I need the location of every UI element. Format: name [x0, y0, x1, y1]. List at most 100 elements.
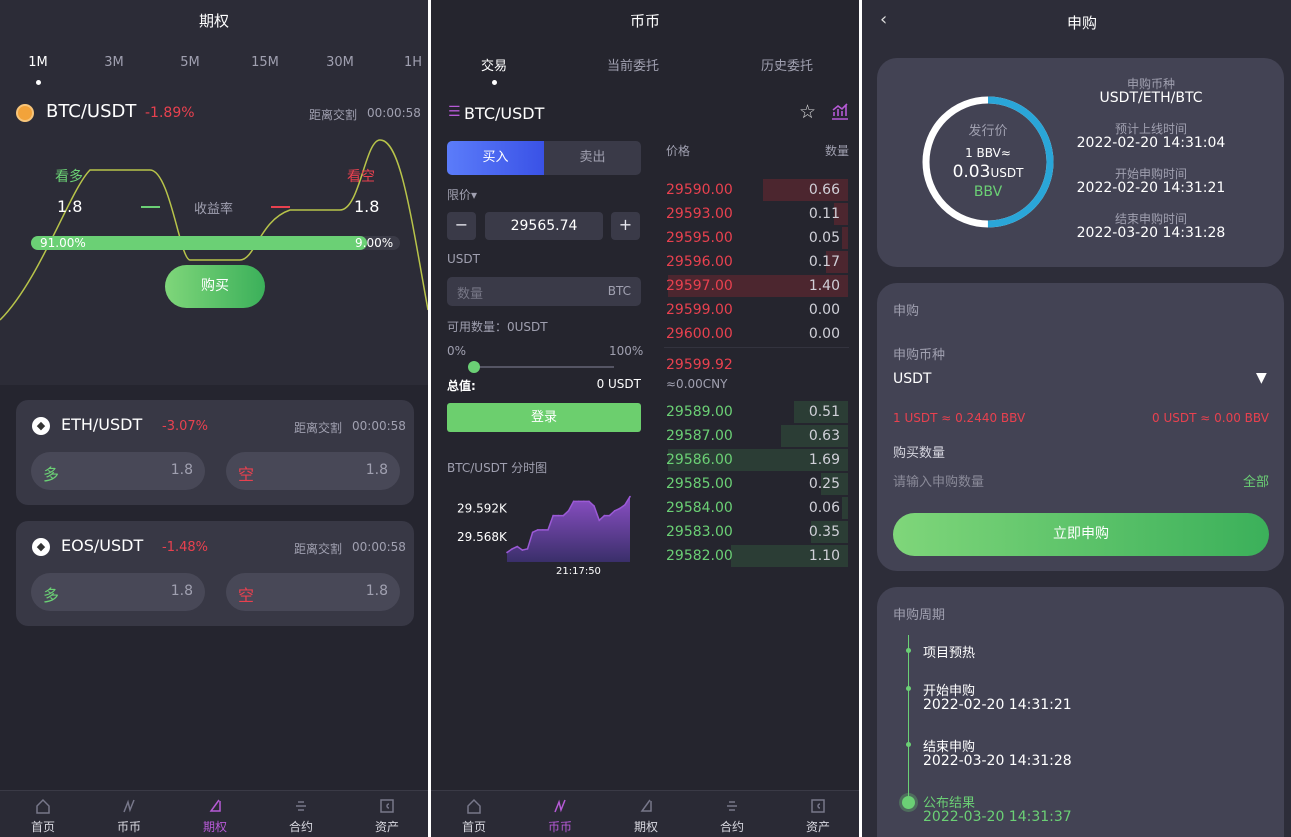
long-button[interactable]: 多 1.8 — [31, 573, 205, 611]
interval-tab-15m[interactable]: 15M — [251, 55, 279, 70]
increment-button[interactable]: + — [611, 212, 640, 240]
tab-trade[interactable]: 交易 — [480, 59, 508, 74]
interval-tab-5m[interactable]: 5M — [180, 55, 200, 70]
all-button[interactable]: 全部 — [1242, 475, 1269, 490]
qty-input[interactable]: 请输入申购数量 — [893, 475, 985, 490]
depth-bar — [810, 521, 848, 543]
info-label: 结束申购时间 — [1114, 212, 1188, 226]
book-qty: 0.00 — [808, 326, 840, 342]
interval-tab-30m[interactable]: 30M — [326, 55, 354, 70]
book-price[interactable]: 29589.00 — [666, 404, 733, 420]
long-label: 多 — [43, 465, 60, 484]
back-icon[interactable]: ‹ — [880, 9, 888, 30]
slider-handle[interactable] — [468, 361, 480, 373]
spot-screen: 币币 交易 当前委托 历史委托 ☰ BTC/USDT ☆ 买入 卖出 限价▾ −… — [431, 0, 859, 837]
nav-item-home[interactable]: 首页 — [444, 796, 504, 835]
book-price[interactable]: 29587.00 — [666, 428, 733, 444]
star-icon[interactable]: ☆ — [799, 101, 817, 123]
quantity-header: 数量 — [824, 144, 849, 158]
sell-tab[interactable]: 卖出 — [579, 150, 606, 165]
login-button[interactable]: 登录 — [447, 403, 641, 432]
nav-item-home[interactable]: 首页 — [13, 796, 73, 835]
tab-open-orders[interactable]: 当前委托 — [606, 59, 660, 74]
price-input[interactable]: 29565.74 — [485, 212, 603, 240]
chart-point — [552, 514, 554, 517]
chart-point — [526, 548, 529, 550]
nav-label: 币币 — [547, 820, 572, 834]
nav-item-assets[interactable]: 资产 — [357, 796, 417, 835]
chart-icon[interactable] — [831, 102, 849, 120]
info-value: USDT/ETH/BTC — [1099, 90, 1203, 106]
tab-order-history[interactable]: 历史委托 — [760, 59, 814, 74]
nav-item-options[interactable]: 期权 — [185, 796, 245, 835]
quantity-unit: BTC — [607, 284, 631, 298]
currency-label: 申购币种 — [893, 348, 946, 363]
short-label: 空 — [238, 465, 255, 484]
last-price-cny: ≈0.00CNY — [666, 377, 728, 391]
decrement-button[interactable]: − — [447, 212, 476, 240]
depth-bar — [841, 227, 848, 249]
rate-left: 1 USDT ≈ 0.2440 BBV — [893, 411, 1026, 425]
book-price[interactable]: 29600.00 — [666, 326, 733, 342]
short-button[interactable]: 空 1.8 — [226, 573, 400, 611]
depth-bar — [730, 545, 848, 567]
amount-slider[interactable] — [474, 366, 614, 368]
book-qty: 0.51 — [808, 404, 840, 420]
chart-point — [598, 519, 601, 522]
order-type-select[interactable]: 限价▾ — [447, 186, 477, 203]
chart-point — [572, 500, 575, 503]
book-divider — [664, 347, 849, 348]
book-price[interactable]: 29599.00 — [666, 302, 733, 318]
book-price[interactable]: 29590.00 — [666, 182, 733, 198]
x-tick-label: 21:17:50 — [556, 566, 601, 577]
pair-name[interactable]: ETH/USDT — [61, 415, 143, 434]
bull-label: 看多 — [55, 169, 83, 185]
menu-icon[interactable]: ☰ — [448, 104, 461, 120]
quantity-placeholder: 数量 — [457, 287, 484, 302]
buy-button[interactable]: 购买 — [165, 265, 265, 308]
buy-tab[interactable]: 买入 — [447, 141, 544, 175]
timeline-title: 申购周期 — [893, 608, 946, 623]
book-price[interactable]: 29586.00 — [666, 452, 733, 468]
quantity-input[interactable]: 数量 BTC — [447, 277, 641, 306]
progress-ring — [922, 96, 1054, 228]
chart-point — [629, 495, 631, 498]
timeline-date: 2022-03-20 14:31:37 — [923, 809, 1072, 825]
book-price[interactable]: 29583.00 — [666, 524, 733, 540]
chart-point — [588, 500, 590, 503]
nav-item-coin-trade[interactable]: 币币 — [530, 796, 590, 835]
nav-item-options[interactable]: 期权 — [616, 796, 676, 835]
pair-name[interactable]: BTC/USDT — [46, 101, 137, 122]
book-price[interactable]: 29584.00 — [666, 500, 733, 516]
timeline-label: 公布结果 — [923, 796, 976, 811]
book-price[interactable]: 29597.00 — [666, 278, 733, 294]
depth-bar — [668, 275, 848, 297]
book-price[interactable]: 29593.00 — [666, 206, 733, 222]
nav-label: 期权 — [202, 820, 227, 834]
nav-item-coin-trade[interactable]: 币币 — [99, 796, 159, 835]
pair-name[interactable]: EOS/USDT — [61, 536, 144, 555]
chart-area — [507, 496, 630, 562]
book-price[interactable]: 29596.00 — [666, 254, 733, 270]
book-qty: 0.63 — [808, 428, 840, 444]
currency-select[interactable]: USDT — [893, 371, 932, 387]
short-button[interactable]: 空 1.8 — [226, 452, 400, 490]
nav-item-contract[interactable]: 合约 — [271, 796, 331, 835]
interval-tab-1m[interactable]: 1M — [28, 55, 48, 70]
caret-down-icon[interactable]: ▼ — [1256, 370, 1267, 386]
interval-tab-3m[interactable]: 3M — [104, 55, 124, 70]
pair-name[interactable]: BTC/USDT — [464, 104, 545, 123]
price-time-chart: 29.592K 29.568K 21:17:50 — [457, 495, 631, 577]
book-price[interactable]: 29582.00 — [666, 548, 733, 564]
long-button[interactable]: 多 1.8 — [31, 452, 205, 490]
side-toggle: 买入 卖出 — [447, 141, 641, 175]
countdown-label: 距离交割 — [294, 421, 343, 435]
nav-item-contract[interactable]: 合约 — [702, 796, 762, 835]
nav-item-assets[interactable]: 资产 — [788, 796, 848, 835]
book-price[interactable]: 29585.00 — [666, 476, 733, 492]
book-qty: 1.10 — [808, 548, 840, 564]
interval-tab-1h[interactable]: 1H — [403, 55, 423, 70]
subscribe-button[interactable]: 立即申购 — [893, 513, 1269, 556]
timeline-date: 2022-02-20 14:31:21 — [923, 697, 1072, 713]
book-price[interactable]: 29595.00 — [666, 230, 733, 246]
